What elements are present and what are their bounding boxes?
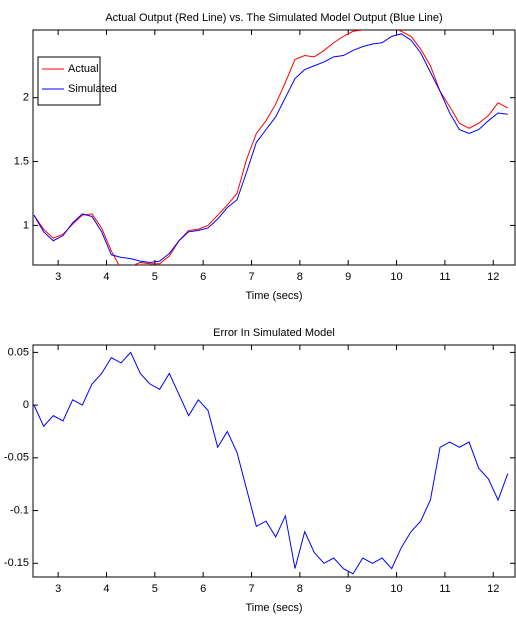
y-tick-label: -0.1 — [10, 504, 29, 516]
x-tick-label: 10 — [390, 271, 402, 283]
x-tick-label: 6 — [200, 583, 206, 595]
x-tick-label: 6 — [200, 271, 206, 283]
legend-label: Actual — [68, 63, 99, 75]
x-tick-label: 9 — [345, 271, 351, 283]
y-tick-label: -0.05 — [4, 452, 29, 464]
x-tick-label: 4 — [103, 271, 109, 283]
x-tick-label: 11 — [439, 583, 450, 595]
legend-label: Simulated — [68, 83, 117, 95]
y-tick-label: 0 — [23, 399, 29, 411]
x-axis-label: Time (secs) — [245, 602, 302, 614]
x-tick-label: 12 — [487, 271, 499, 283]
series-line — [33, 351, 509, 575]
x-tick-label: 10 — [390, 583, 402, 595]
x-tick-label: 7 — [248, 271, 254, 283]
y-tick-label: 1 — [23, 219, 29, 231]
plot-area — [32, 344, 516, 578]
x-axis-label: Time (secs) — [245, 290, 302, 302]
x-tick-label: 3 — [55, 271, 61, 283]
x-tick-label: 4 — [103, 583, 109, 595]
series-line — [33, 33, 508, 263]
series-line — [33, 30, 508, 265]
x-tick-label: 9 — [345, 583, 351, 595]
chart-title: Actual Output (Red Line) vs. The Simulat… — [105, 12, 442, 24]
chart-title: Error In Simulated Model — [213, 327, 335, 339]
x-tick-label: 8 — [297, 583, 303, 595]
plot-area — [32, 29, 516, 266]
y-tick-label: 0.05 — [8, 346, 29, 358]
x-tick-label: 8 — [297, 271, 303, 283]
x-tick-label: 12 — [487, 583, 499, 595]
x-tick-label: 5 — [152, 271, 158, 283]
y-tick-label: 2 — [23, 92, 29, 104]
x-tick-label: 11 — [439, 271, 450, 283]
y-tick-label: -0.15 — [4, 557, 29, 569]
x-tick-label: 3 — [55, 583, 61, 595]
legend-box — [37, 56, 101, 106]
x-tick-label: 7 — [248, 583, 254, 595]
x-tick-label: 5 — [152, 583, 158, 595]
y-tick-label: 1.5 — [14, 155, 29, 167]
